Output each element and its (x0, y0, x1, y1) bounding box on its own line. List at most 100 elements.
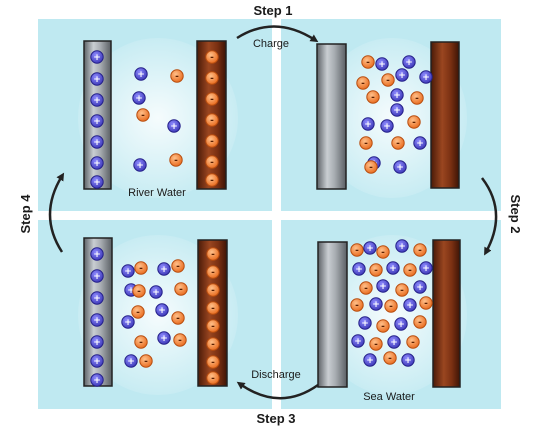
svg-text:-: - (139, 264, 143, 274)
svg-text:-: - (389, 302, 393, 312)
svg-text:+: + (93, 338, 101, 348)
panel-4-adsorbed-cation-0: + (90, 247, 104, 261)
panel-4-anion-3: - (171, 259, 185, 273)
panel-3-cation-29: + (401, 353, 415, 367)
svg-text:-: - (137, 287, 141, 297)
step3-label: Step 3 (256, 411, 295, 426)
panel-3-anion-12: - (395, 283, 409, 297)
svg-text:+: + (93, 53, 101, 63)
svg-text:+: + (416, 283, 424, 293)
svg-text:-: - (178, 336, 182, 346)
svg-text:+: + (152, 288, 160, 298)
svg-text:-: - (411, 338, 415, 348)
svg-text:+: + (361, 319, 369, 329)
panel-1-adsorbed-cation-5: + (90, 156, 104, 170)
svg-text:-: - (211, 374, 215, 384)
panel-4-adsorbed-anion-3: - (206, 301, 220, 315)
svg-text:-: - (174, 156, 178, 166)
panel-4-adsorbed-anion-7: - (206, 371, 220, 385)
svg-text:-: - (366, 58, 370, 68)
svg-text:+: + (416, 139, 424, 149)
svg-text:-: - (355, 246, 359, 256)
panel-4-cation-15: + (124, 354, 138, 368)
svg-text:+: + (422, 264, 430, 274)
svg-text:+: + (135, 94, 143, 104)
svg-text:+: + (422, 73, 430, 83)
svg-text:-: - (374, 266, 378, 276)
panel-step2-brown-electrode (430, 41, 460, 189)
svg-text:-: - (210, 95, 214, 105)
svg-text:+: + (378, 60, 386, 70)
svg-text:+: + (383, 122, 391, 132)
svg-text:+: + (160, 265, 168, 275)
svg-text:-: - (415, 94, 419, 104)
panel-2-anion-15: - (391, 136, 405, 150)
panel-2-anion-5: - (356, 76, 370, 90)
panel-4-adsorbed-cation-2: + (90, 291, 104, 305)
svg-text:+: + (170, 122, 178, 132)
panel-3-anion-14: - (350, 298, 364, 312)
svg-text:-: - (400, 286, 404, 296)
svg-text:+: + (93, 316, 101, 326)
panel-step3-brown-electrode (432, 239, 461, 388)
panel-3-cation-17: + (403, 298, 417, 312)
svg-text:+: + (93, 250, 101, 260)
panel-4-anion-9: - (131, 305, 145, 319)
step4-arrow (48, 172, 65, 253)
svg-text:+: + (93, 272, 101, 282)
panel-4-adsorbed-cation-1: + (90, 269, 104, 283)
panel-3-anion-20: - (376, 319, 390, 333)
panel-1-adsorbed-cation-4: + (90, 135, 104, 149)
svg-text:-: - (211, 268, 215, 278)
panel-3-anion-0: - (350, 243, 364, 257)
svg-text:+: + (137, 70, 145, 80)
svg-text:-: - (210, 137, 214, 147)
panel-1-adsorbed-anion-0: - (205, 50, 219, 64)
panel-1-adsorbed-anion-2: - (205, 92, 219, 106)
svg-text:+: + (406, 301, 414, 311)
panel-4-cation-10: + (155, 303, 169, 317)
panel-4-anion-16: - (139, 354, 153, 368)
panel-3-anion-26: - (406, 335, 420, 349)
panel-step3-gray-electrode (317, 241, 348, 388)
panel-3-cation-5: + (352, 262, 366, 276)
panel-2-cation-10: + (361, 117, 375, 131)
svg-text:+: + (393, 106, 401, 116)
panel-3-cation-11: + (376, 279, 390, 293)
svg-text:+: + (405, 58, 413, 68)
svg-text:-: - (381, 248, 385, 258)
panel-2-anion-9: - (410, 91, 424, 105)
step2-label: Step 2 (508, 194, 523, 233)
river-water-label: River Water (128, 187, 186, 199)
svg-text:+: + (364, 120, 372, 130)
svg-text:-: - (424, 299, 428, 309)
step1-label: Step 1 (253, 3, 292, 18)
charge-label: Charge (253, 38, 289, 50)
svg-text:-: - (418, 246, 422, 256)
panel-2-anion-18: - (364, 160, 378, 174)
panel-4-adsorbed-cation-6: + (90, 373, 104, 387)
svg-text:-: - (210, 74, 214, 84)
panel-2-cation-4: + (395, 68, 409, 82)
svg-text:+: + (355, 265, 363, 275)
svg-text:+: + (93, 159, 101, 169)
ions-layer: +++++++-------+-+-++--++-+-+-+-++-+--++-… (90, 50, 433, 387)
panel-2-anion-0: - (361, 55, 375, 69)
panel-1-cation-5: + (133, 158, 147, 172)
panel-1-adsorbed-cation-0: + (90, 50, 104, 64)
svg-text:+: + (398, 242, 406, 252)
panel-3-anion-24: - (369, 337, 383, 351)
svg-text:+: + (404, 356, 412, 366)
panel-1-adsorbed-anion-4: - (205, 134, 219, 148)
panel-3-anion-6: - (369, 263, 383, 277)
svg-text:+: + (372, 300, 380, 310)
svg-text:-: - (211, 340, 215, 350)
svg-text:+: + (398, 71, 406, 81)
svg-text:+: + (396, 163, 404, 173)
svg-text:+: + (393, 91, 401, 101)
svg-text:-: - (211, 286, 215, 296)
svg-text:+: + (397, 320, 405, 330)
panel-3-cation-3: + (395, 239, 409, 253)
panel-4-adsorbed-anion-6: - (206, 355, 220, 369)
panel-3-anion-2: - (376, 245, 390, 259)
